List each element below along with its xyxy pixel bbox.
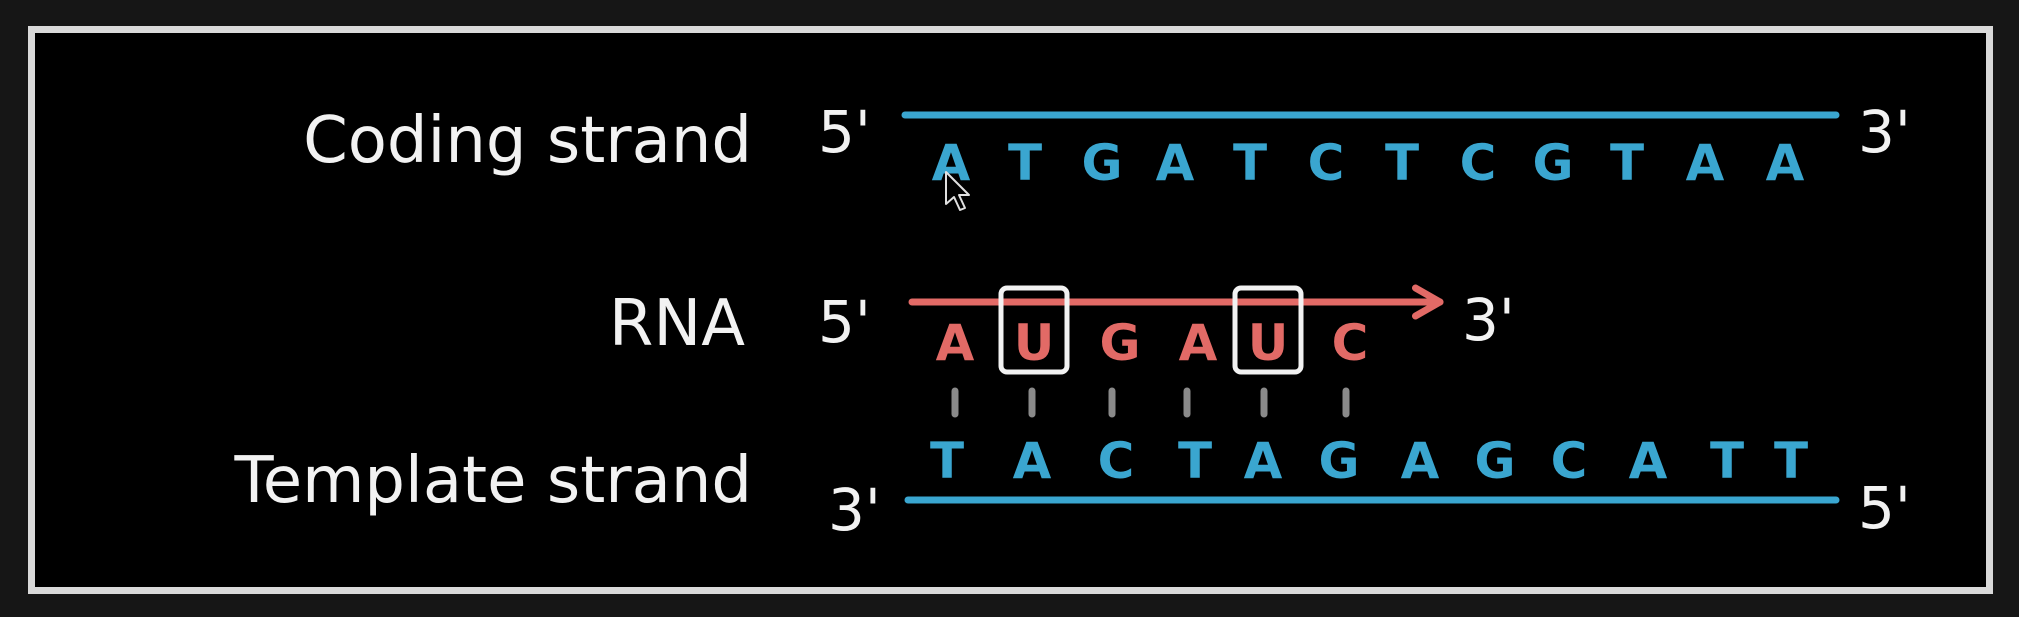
- template-base: T: [1774, 432, 1808, 490]
- coding-base: G: [1081, 134, 1122, 192]
- rna-base: C: [1332, 314, 1369, 372]
- rna-label: RNA: [609, 287, 745, 361]
- template-base: G: [1318, 432, 1359, 490]
- coding-base: A: [1686, 134, 1725, 192]
- coding-base: C: [1308, 134, 1345, 192]
- coding-base: A: [1766, 134, 1805, 192]
- template-strand-label: Template strand: [233, 444, 752, 518]
- template-base: A: [1629, 432, 1668, 490]
- coding-base: G: [1532, 134, 1573, 192]
- template-base: T: [1710, 432, 1744, 490]
- coding-base: T: [1008, 134, 1042, 192]
- template-base: A: [1401, 432, 1440, 490]
- rna-base: A: [936, 314, 975, 372]
- rna-5-prime: 5': [818, 288, 871, 356]
- coding-base: C: [1460, 134, 1497, 192]
- rna-base-highlight-box: [1232, 285, 1304, 375]
- template-base: T: [1178, 432, 1212, 490]
- rna-3-prime: 3': [1462, 286, 1515, 354]
- mouse-pointer-icon: [945, 171, 970, 211]
- rna-base: G: [1099, 314, 1140, 372]
- coding-base: T: [1385, 134, 1419, 192]
- template-base: C: [1098, 432, 1135, 490]
- rna-base-highlight-box: [998, 285, 1070, 375]
- template-base: G: [1474, 432, 1515, 490]
- template-base: C: [1551, 432, 1588, 490]
- template-3-prime: 3': [828, 476, 881, 544]
- coding-base: T: [1233, 134, 1267, 192]
- template-5-prime: 5': [1858, 474, 1911, 542]
- coding-3-prime: 3': [1858, 98, 1911, 166]
- template-base: A: [1013, 432, 1052, 490]
- rna-base: A: [1179, 314, 1218, 372]
- coding-base: T: [1610, 134, 1644, 192]
- coding-base: A: [1156, 134, 1195, 192]
- coding-strand-label: Coding strand: [303, 104, 752, 178]
- template-base: T: [930, 432, 964, 490]
- rna-base: U: [1014, 314, 1055, 372]
- template-base: A: [1244, 432, 1283, 490]
- coding-5-prime: 5': [818, 98, 871, 166]
- rna-base: U: [1248, 314, 1289, 372]
